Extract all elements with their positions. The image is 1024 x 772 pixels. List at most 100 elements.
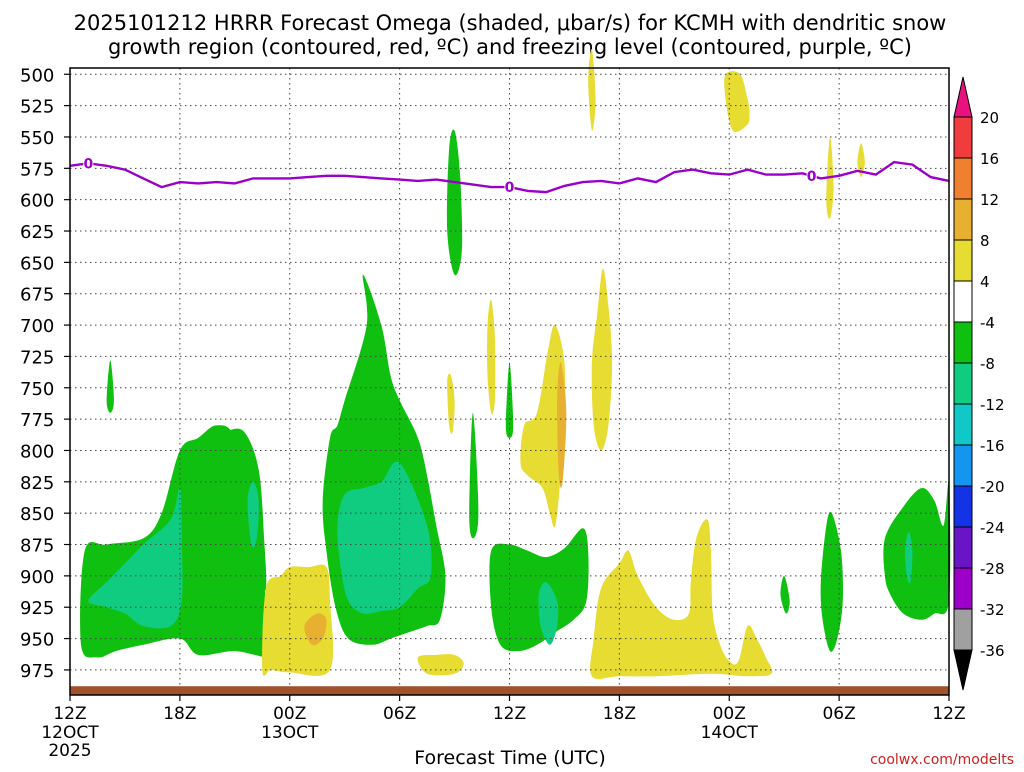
- omega-region-21: [520, 324, 566, 528]
- y-tick-label-700: 700: [20, 316, 54, 337]
- x-year-label-0: 2025: [48, 741, 91, 761]
- y-tick-label-725: 725: [20, 347, 54, 368]
- y-tick-label-575: 575: [20, 159, 54, 180]
- colorbar-top-arrow: [953, 76, 973, 118]
- colorbar-label-12: -32: [980, 601, 1005, 619]
- y-tick-label-750: 750: [20, 379, 54, 400]
- credit-text: coolwx.com/modelts: [870, 752, 1014, 768]
- ground-surface: [70, 686, 949, 695]
- x-tick-label-1: 18Z: [163, 704, 196, 724]
- omega-region-2: [106, 360, 114, 413]
- colorbar-segment-11: [953, 567, 973, 610]
- omega-region-14: [883, 479, 951, 620]
- y-tick-label-900: 900: [20, 567, 54, 588]
- y-tick-label-850: 850: [20, 504, 54, 525]
- omega-region-26: [724, 71, 750, 132]
- x-tick-label-8: 12Z: [932, 704, 965, 724]
- freezing-label-bg-2: [806, 167, 817, 184]
- freezing-label-bg-1: [504, 179, 515, 196]
- omega-region-8: [469, 412, 479, 539]
- omega-region-7: [446, 129, 463, 276]
- colorbar-segment-0: [953, 116, 973, 159]
- y-tick-label-550: 550: [20, 128, 54, 149]
- colorbar-label-0: 20: [980, 109, 999, 127]
- y-tick-label-925: 925: [20, 598, 54, 619]
- y-tick-label-800: 800: [20, 441, 54, 462]
- colorbar-label-7: -12: [980, 396, 1005, 414]
- omega-region-23: [591, 268, 613, 451]
- y-axis-ticks: 500 525 550 575 600 625 650 675 700 725 750 775 800 8…: [20, 65, 70, 682]
- x-tick-label-2: 00Z: [273, 704, 306, 724]
- omega-region-16: [262, 564, 334, 676]
- x-tick-label-4: 12Z: [493, 704, 526, 724]
- colorbar-segment-9: [953, 485, 973, 528]
- y-tick-label-650: 650: [20, 253, 54, 274]
- colorbar-segment-4: [953, 280, 973, 323]
- y-tick-label-950: 950: [20, 630, 54, 651]
- colorbar-label-10: -24: [980, 519, 1005, 537]
- omega-region-24: [588, 48, 596, 132]
- y-tick-label-875: 875: [20, 536, 54, 557]
- freezing-level-label-1: 0: [505, 180, 515, 196]
- colorbar-label-13: -36: [980, 642, 1005, 660]
- freezing-level-label-2: 0: [807, 169, 817, 185]
- y-tick-label-625: 625: [20, 222, 54, 243]
- colorbar-segment-8: [953, 444, 973, 487]
- omega-region-6: [247, 481, 259, 548]
- x-tick-label-5: 18Z: [603, 704, 636, 724]
- y-tick-label-525: 525: [20, 97, 54, 118]
- omega-region-20: [487, 299, 496, 415]
- colorbar-segment-2: [953, 198, 973, 241]
- x-tick-label-6: 00Z: [713, 704, 746, 724]
- chart-title-line2: growth region (contoured, red, ºC) and f…: [108, 35, 912, 59]
- omega-region-5: [217, 428, 267, 592]
- omega-region-22: [557, 362, 567, 489]
- chart-title-line1: 2025101212 HRRR Forecast Omega (shaded, …: [74, 11, 947, 35]
- colorbar-segment-3: [953, 239, 973, 282]
- x-tick-label-0: 12Z: [53, 704, 86, 724]
- x-date-label-2: 13OCT: [261, 723, 319, 743]
- freezing-level-label-0: 0: [83, 156, 93, 172]
- colorbar-segment-12: [953, 608, 973, 651]
- colorbar-segment-10: [953, 526, 973, 569]
- omega-region-18: [417, 654, 464, 676]
- colorbar-label-4: 4: [980, 273, 990, 291]
- omega-region-10: [489, 528, 589, 652]
- colorbar-bottom-arrow: [953, 649, 973, 691]
- omega-region-28: [857, 143, 865, 178]
- freezing-level-labels: 0 0 0: [83, 155, 817, 196]
- colorbar: 20 16 12 8 4 -4 -8 -12 -16 -20 -24 -28 -32 -36: [953, 76, 1005, 691]
- colorbar-segment-1: [953, 157, 973, 200]
- colorbar-label-3: 8: [980, 232, 990, 250]
- colorbar-label-8: -16: [980, 437, 1005, 455]
- omega-region-12: [780, 575, 790, 614]
- colorbar-label-5: -4: [980, 314, 995, 332]
- y-tick-label-500: 500: [20, 65, 54, 86]
- x-tick-label-7: 06Z: [822, 704, 855, 724]
- x-date-label-6: 14OCT: [701, 723, 759, 743]
- colorbar-segment-7: [953, 403, 973, 446]
- colorbar-label-6: -8: [980, 355, 995, 373]
- omega-region-1: [88, 487, 183, 629]
- y-tick-label-825: 825: [20, 473, 54, 494]
- omega-region-19: [447, 373, 455, 434]
- colorbar-label-11: -28: [980, 560, 1005, 578]
- colorbar-label-2: 12: [980, 191, 999, 209]
- colorbar-segment-6: [953, 362, 973, 405]
- colorbar-segment-5: [953, 321, 973, 364]
- y-tick-label-775: 775: [20, 410, 54, 431]
- freezing-label-bg-0: [83, 155, 94, 172]
- omega-region-13: [820, 511, 844, 652]
- colorbar-label-1: 16: [980, 150, 999, 168]
- y-tick-label-975: 975: [20, 661, 54, 682]
- x-date-label-0: 12OCT: [41, 723, 99, 743]
- omega-region-11: [538, 581, 559, 645]
- y-tick-label-600: 600: [20, 191, 54, 212]
- colorbar-label-9: -20: [980, 478, 1005, 496]
- x-tick-label-3: 06Z: [383, 704, 416, 724]
- y-tick-label-675: 675: [20, 285, 54, 306]
- omega-region-17: [304, 613, 327, 646]
- x-axis-label: Forecast Time (UTC): [414, 747, 605, 768]
